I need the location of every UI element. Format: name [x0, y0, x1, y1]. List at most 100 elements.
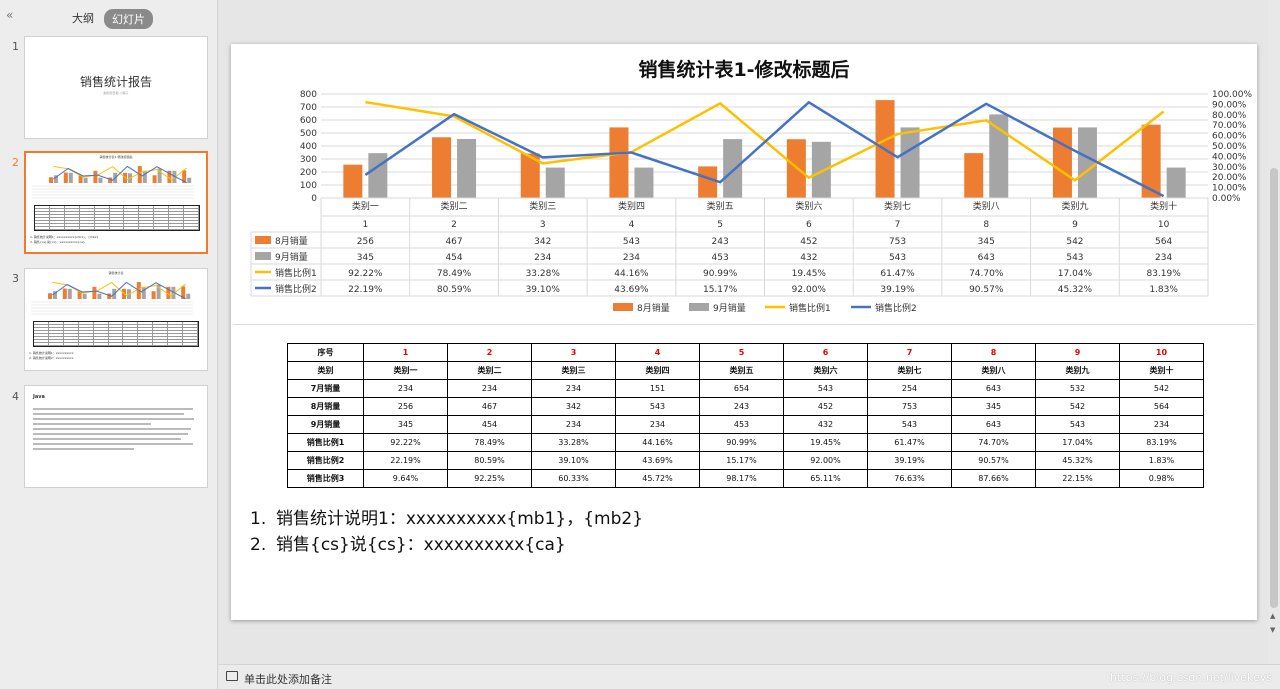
table-cell[interactable]: 65.11%: [783, 469, 868, 488]
table-cell[interactable]: 234: [531, 379, 616, 398]
table-cell[interactable]: 92.22%: [363, 433, 448, 452]
table-cell[interactable]: 92.00%: [783, 451, 868, 470]
table-cell[interactable]: 256: [363, 397, 448, 416]
table-cell[interactable]: 234: [1119, 415, 1204, 434]
vertical-scrollbar[interactable]: ▲ ▼: [1268, 0, 1280, 664]
slide-thumbnail-4[interactable]: Java: [24, 385, 208, 488]
table-cell[interactable]: 467: [447, 397, 532, 416]
table-cell[interactable]: 543: [783, 379, 868, 398]
table-cell[interactable]: 43.69%: [615, 451, 700, 470]
slide-thumbnail-2[interactable]: 销售统计表1-修改标题后 1. 销售统计说明1：xxxxxxxxxx{mb1}，…: [24, 151, 208, 254]
table-cell[interactable]: 532: [1035, 379, 1120, 398]
slide-thumbnail-3[interactable]: 销售统计表 1. 销售统计说明1：xxxxxxxxxx 2. 销售统计说明2：x…: [24, 268, 208, 371]
table-cell[interactable]: 类别六: [783, 361, 868, 380]
table-cell[interactable]: 254: [867, 379, 952, 398]
scroll-down-icon[interactable]: ▼: [1270, 626, 1276, 634]
table-cell[interactable]: 234: [363, 379, 448, 398]
table-cell[interactable]: 7: [867, 343, 952, 362]
table-cell[interactable]: 类别三: [531, 361, 616, 380]
table-cell[interactable]: 60.33%: [531, 469, 616, 488]
table-cell[interactable]: 151: [615, 379, 700, 398]
scrollbar-thumb[interactable]: [1270, 168, 1278, 608]
table-cell[interactable]: 0.98%: [1119, 469, 1204, 488]
table-cell[interactable]: 类别八: [951, 361, 1036, 380]
combo-chart[interactable]: 销售统计表1-修改标题后 800 700 600 500 400 300 200 100 0 10…: [233, 46, 1255, 325]
table-cell[interactable]: 10: [1119, 343, 1204, 362]
table-cell[interactable]: 类别二: [447, 361, 532, 380]
table-cell[interactable]: 543: [615, 397, 700, 416]
table-cell[interactable]: 15.17%: [699, 451, 784, 470]
table-cell[interactable]: 33.28%: [531, 433, 616, 452]
table-cell[interactable]: 类别十: [1119, 361, 1204, 380]
table-cell[interactable]: 90.99%: [699, 433, 784, 452]
table-cell[interactable]: 83.19%: [1119, 433, 1204, 452]
table-cell[interactable]: 543: [1035, 415, 1120, 434]
table-cell[interactable]: 454: [447, 415, 532, 434]
table-cell[interactable]: 345: [363, 415, 448, 434]
table-cell[interactable]: 243: [699, 397, 784, 416]
table-cell[interactable]: 76.63%: [867, 469, 952, 488]
table-cell[interactable]: 74.70%: [951, 433, 1036, 452]
slide-canvas[interactable]: 销售统计表1-修改标题后 800 700 600 500 400 300 200 100 0 10…: [231, 44, 1257, 620]
table-cell[interactable]: 9.64%: [363, 469, 448, 488]
table-cell[interactable]: 6: [783, 343, 868, 362]
table-cell[interactable]: 19.45%: [783, 433, 868, 452]
table-cell[interactable]: 22.15%: [1035, 469, 1120, 488]
table-cell[interactable]: 753: [867, 397, 952, 416]
table-cell[interactable]: 90.57%: [951, 451, 1036, 470]
table-cell[interactable]: 45.32%: [1035, 451, 1120, 470]
notes-list[interactable]: 1. 销售统计说明1：xxxxxxxxxx{mb1}，{mb2} 2. 销售{cs}…: [250, 506, 643, 558]
table-cell[interactable]: 类别四: [615, 361, 700, 380]
table-cell[interactable]: 453: [699, 415, 784, 434]
table-cell[interactable]: 类别一: [363, 361, 448, 380]
table-cell[interactable]: 542: [1035, 397, 1120, 416]
table-cell[interactable]: 80.59%: [447, 451, 532, 470]
table-cell: [49, 218, 65, 221]
table-cell[interactable]: 3: [531, 343, 616, 362]
table-cell[interactable]: 45.72%: [615, 469, 700, 488]
table-cell[interactable]: 92.25%: [447, 469, 532, 488]
table-cell[interactable]: 342: [531, 397, 616, 416]
table-cell[interactable]: 87.66%: [951, 469, 1036, 488]
table-cell[interactable]: 44.16%: [615, 433, 700, 452]
table-cell[interactable]: 78.49%: [447, 433, 532, 452]
table-cell[interactable]: 4: [615, 343, 700, 362]
table-cell[interactable]: 17.04%: [1035, 433, 1120, 452]
table-cell[interactable]: 234: [615, 415, 700, 434]
scroll-up-icon[interactable]: ▲: [1270, 612, 1276, 620]
table-cell[interactable]: 类别七: [867, 361, 952, 380]
table-cell[interactable]: 432: [783, 415, 868, 434]
table-cell[interactable]: 1: [363, 343, 448, 362]
table-cell[interactable]: 8: [951, 343, 1036, 362]
table-cell[interactable]: 452: [783, 397, 868, 416]
collapse-panel-icon[interactable]: «: [6, 8, 14, 22]
notes-bar[interactable]: 单击此处添加备注 https://blog.csdn.net/livekeys: [219, 664, 1280, 689]
table-cell[interactable]: 643: [951, 415, 1036, 434]
table-cell[interactable]: 234: [447, 379, 532, 398]
slide-thumbnail-1[interactable]: 销售统计报告 副标题日期 小冊子: [24, 36, 208, 139]
table-cell[interactable]: 345: [951, 397, 1036, 416]
table-cell[interactable]: 564: [1119, 397, 1204, 416]
bar: [78, 175, 83, 183]
table-cell[interactable]: 39.19%: [867, 451, 952, 470]
table-cell[interactable]: 39.10%: [531, 451, 616, 470]
table-cell[interactable]: 2: [447, 343, 532, 362]
table-cell[interactable]: 22.19%: [363, 451, 448, 470]
table-cell[interactable]: 654: [699, 379, 784, 398]
table-cell[interactable]: 643: [951, 379, 1036, 398]
table-cell[interactable]: 9: [1035, 343, 1120, 362]
table-cell[interactable]: 61.47%: [867, 433, 952, 452]
table-cell[interactable]: 542: [1119, 379, 1204, 398]
table-cell[interactable]: 类别五: [699, 361, 784, 380]
tab-outline[interactable]: 大纲: [72, 12, 94, 25]
table-cell[interactable]: 98.17%: [699, 469, 784, 488]
y-tick-label: 800: [300, 90, 317, 100]
table-cell[interactable]: 234: [531, 415, 616, 434]
table-cell[interactable]: 543: [867, 415, 952, 434]
sales-table[interactable]: 序号 1 2 3 4 5 6 7 8 9 10 类别 类别一 类别二 类别三 类别四 类别五 类别六 类别七 类别八类…: [287, 343, 1204, 488]
table-cell[interactable]: 类别九: [1035, 361, 1120, 380]
table-cell[interactable]: 5: [699, 343, 784, 362]
notes-placeholder[interactable]: 单击此处添加备注: [244, 673, 332, 686]
table-cell[interactable]: 1.83%: [1119, 451, 1204, 470]
tab-slides[interactable]: 幻灯片: [104, 9, 153, 29]
